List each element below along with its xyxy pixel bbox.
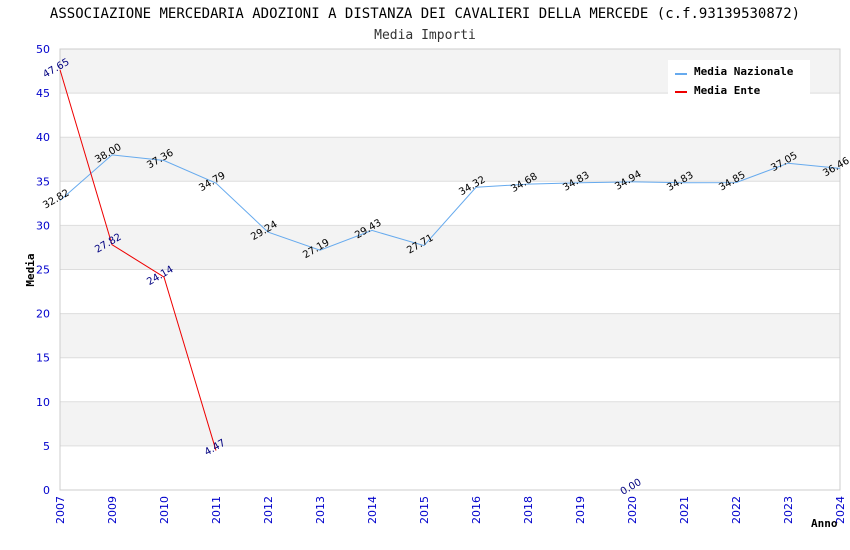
series-lines — [59, 69, 841, 451]
plot-bands — [60, 49, 840, 490]
plot-band-6 — [60, 181, 840, 226]
chart-subtitle: Media Importi — [374, 28, 476, 43]
y-tick-3: 15 — [36, 352, 50, 365]
y-tick-4: 20 — [36, 308, 50, 321]
series-line-1 — [59, 69, 217, 451]
x-tick-12: 2021 — [678, 496, 691, 524]
y-tick-10: 50 — [36, 43, 50, 56]
plot-band-3 — [60, 313, 840, 358]
legend-label-ente: Media Ente — [694, 84, 761, 97]
plot-band-7 — [60, 137, 840, 182]
y-tick-1: 5 — [43, 440, 50, 453]
x-tick-labels: 2007 2009 2010 2011 2012 2013 2014 2015 2016 2018… — [54, 496, 847, 524]
y-tick-7: 35 — [36, 175, 50, 188]
plot-frame — [59, 48, 841, 491]
x-tick-15: 2024 — [834, 496, 847, 524]
x-tick-13: 2022 — [730, 496, 743, 524]
y-tick-6: 30 — [36, 219, 50, 232]
legend-box — [668, 60, 810, 96]
plot-band-5 — [60, 225, 840, 270]
x-axis-label: Anno — [811, 517, 838, 530]
x-tick-3: 2011 — [210, 496, 223, 524]
plot-band-8 — [60, 93, 840, 138]
y-axis-label: Media — [24, 253, 37, 286]
x-tick-0: 2007 — [54, 496, 67, 524]
plot-band-1 — [60, 401, 840, 446]
y-tick-0: 0 — [43, 484, 50, 497]
x-tick-10: 2019 — [574, 496, 587, 524]
x-tick-8: 2016 — [470, 496, 483, 524]
x-tick-5: 2013 — [314, 496, 327, 524]
x-tick-6: 2014 — [366, 496, 379, 524]
y-tick-labels: 0 5 10 15 20 25 30 35 40 45 50 — [36, 43, 50, 497]
chart-title: ASSOCIAZIONE MERCEDARIA ADOZIONI A DISTA… — [50, 6, 800, 22]
legend: Media Nazionale Media Ente — [668, 60, 810, 97]
x-tick-14: 2023 — [782, 496, 795, 524]
x-tick-7: 2015 — [418, 496, 431, 524]
x-tick-4: 2012 — [262, 496, 275, 524]
plot-band-2 — [60, 357, 840, 402]
y-tick-5: 25 — [36, 264, 50, 277]
plot-band-4 — [60, 269, 840, 314]
plot-band-0 — [60, 445, 840, 490]
x-tick-2: 2010 — [158, 496, 171, 524]
series-line-0 — [59, 154, 841, 251]
x-tick-1: 2009 — [106, 496, 119, 524]
legend-label-nazionale: Media Nazionale — [694, 65, 794, 78]
y-tick-8: 40 — [36, 131, 50, 144]
y-tick-9: 45 — [36, 87, 50, 100]
x-tick-11: 2020 — [626, 496, 639, 524]
x-tick-9: 2018 — [522, 496, 535, 524]
y-tick-2: 10 — [36, 396, 50, 409]
